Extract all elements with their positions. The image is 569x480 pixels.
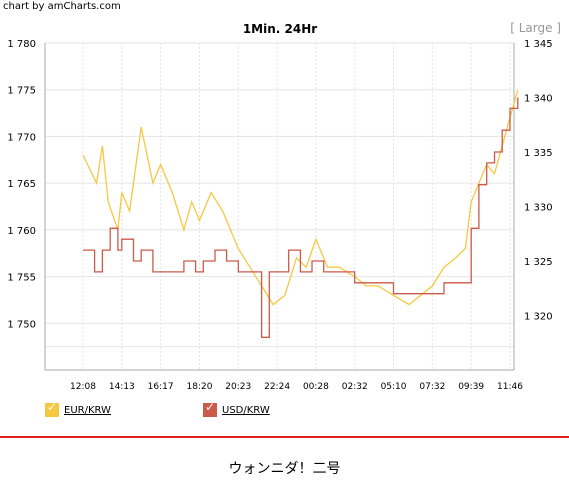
y-right-tick-label: 1 320	[524, 312, 553, 323]
legend-usd-checkbox-icon: ✓	[203, 400, 217, 417]
axes	[44, 43, 515, 371]
x-tick-label: 00:28	[303, 382, 329, 392]
x-tick-label: 07:32	[419, 382, 445, 392]
x-tick-label: 16:17	[148, 382, 174, 392]
x-tick-label: 14:13	[109, 382, 135, 392]
y-right-tick-label: 1 330	[524, 203, 553, 214]
y-left-tick-label: 1 755	[7, 273, 36, 284]
x-tick-label: 22:24	[264, 382, 290, 392]
series-eur-krw-line	[82, 89, 519, 306]
caption: ウォンニダ！二号	[228, 461, 341, 477]
exchange-rate-chart: 1 780 1 775 1 770 1 765 1 760 1 755 1 750 1 345…	[7, 39, 552, 392]
x-tick-label: 02:32	[342, 382, 368, 392]
divider	[0, 436, 569, 438]
tick-labels: 1 780 1 775 1 770 1 765 1 760 1 755 1 750 1 345…	[7, 39, 552, 392]
x-tick-label: 05:10	[381, 382, 407, 392]
large-size-link[interactable]: [ Large ]	[510, 21, 561, 35]
x-tick-label: 20:23	[225, 382, 251, 392]
y-left-tick-label: 1 765	[7, 179, 36, 190]
y-left-tick-label: 1 775	[7, 86, 36, 97]
y-right-tick-label: 1 340	[524, 94, 553, 105]
amcharts-credit: chart by amCharts.com	[3, 1, 121, 12]
y-right-tick-label: 1 345	[524, 39, 553, 50]
series-usd-krw-line	[83, 97, 519, 338]
legend-usd-label: USD/KRW	[222, 404, 270, 416]
y-left-tick-label: 1 770	[7, 132, 36, 143]
legend-item-usd[interactable]: ✓ USD/KRW	[203, 400, 270, 419]
legend-eur-checkbox-icon: ✓	[45, 400, 59, 417]
grid-lines	[45, 42, 514, 370]
x-tick-label: 18:20	[186, 382, 212, 392]
x-tick-label: 09:39	[458, 382, 484, 392]
series-lines	[82, 89, 519, 338]
check-icon: ✓	[47, 400, 58, 414]
check-icon: ✓	[205, 400, 216, 414]
x-tick-label: 12:08	[70, 382, 96, 392]
y-left-tick-label: 1 750	[7, 319, 36, 330]
chart-title: 1Min. 24Hr	[242, 22, 318, 36]
x-tick-label: 11:46	[497, 382, 523, 392]
legend-item-eur[interactable]: ✓ EUR/KRW	[45, 400, 111, 419]
y-right-tick-label: 1 325	[524, 257, 553, 268]
y-left-tick-label: 1 760	[7, 226, 36, 237]
y-right-tick-label: 1 335	[524, 148, 553, 159]
y-left-tick-label: 1 780	[7, 39, 36, 50]
legend-eur-label: EUR/KRW	[64, 404, 111, 416]
